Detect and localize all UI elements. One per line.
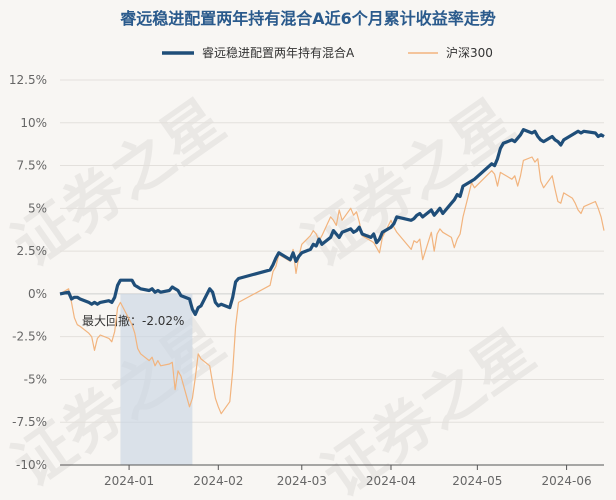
- watermark-text: 证券之星: [290, 86, 527, 281]
- y-tick-label: 5%: [28, 201, 47, 215]
- max-drawdown-label: 最大回撤：-2.02%: [82, 313, 184, 328]
- y-tick-label: 0%: [28, 287, 47, 301]
- legend-label-fund: 睿远稳进配置两年持有混合A: [202, 45, 355, 60]
- y-tick-label: 12.5%: [9, 73, 47, 87]
- legend-label-csi300: 沪深300: [446, 46, 493, 60]
- watermark-text: 证券之星: [310, 316, 547, 500]
- series-lines: [59, 128, 605, 415]
- chart-title: 睿远稳进配置两年持有混合A近6个月累计收益率走势: [120, 9, 496, 28]
- series-line-fund: [59, 128, 605, 316]
- x-tick-label: 2024-02: [193, 474, 243, 488]
- x-tick-label: 2024-03: [277, 474, 327, 488]
- y-tick-label: 10%: [20, 116, 47, 130]
- x-tick-label: 2024-05: [452, 474, 502, 488]
- x-axis: 2024-01 2024-02 2024-03 2024-04 2024-05 2024-…: [60, 464, 604, 488]
- y-tick-label: 7.5%: [17, 159, 48, 173]
- series-line-csi300: [59, 156, 605, 415]
- x-tick-label: 2024-04: [366, 474, 416, 488]
- max-drawdown-region: 最大回撤：-2.02%: [82, 293, 193, 465]
- x-tick-label: 2024-01: [104, 474, 154, 488]
- y-tick-label: -5%: [24, 372, 47, 386]
- y-tick-label: -7.5%: [12, 415, 47, 429]
- y-axis: 12.5% 10% 7.5% 5% 2.5% 0% -2.5% -5% -7.5% -10%: [9, 73, 47, 472]
- y-tick-label: 2.5%: [17, 244, 48, 258]
- max-drawdown-area: [120, 293, 193, 465]
- x-tick-label: 2024-06: [542, 474, 592, 488]
- legend: 睿远稳进配置两年持有混合A 沪深300: [162, 45, 493, 60]
- y-tick-label: -2.5%: [12, 330, 47, 344]
- y-tick-label: -10%: [16, 458, 47, 472]
